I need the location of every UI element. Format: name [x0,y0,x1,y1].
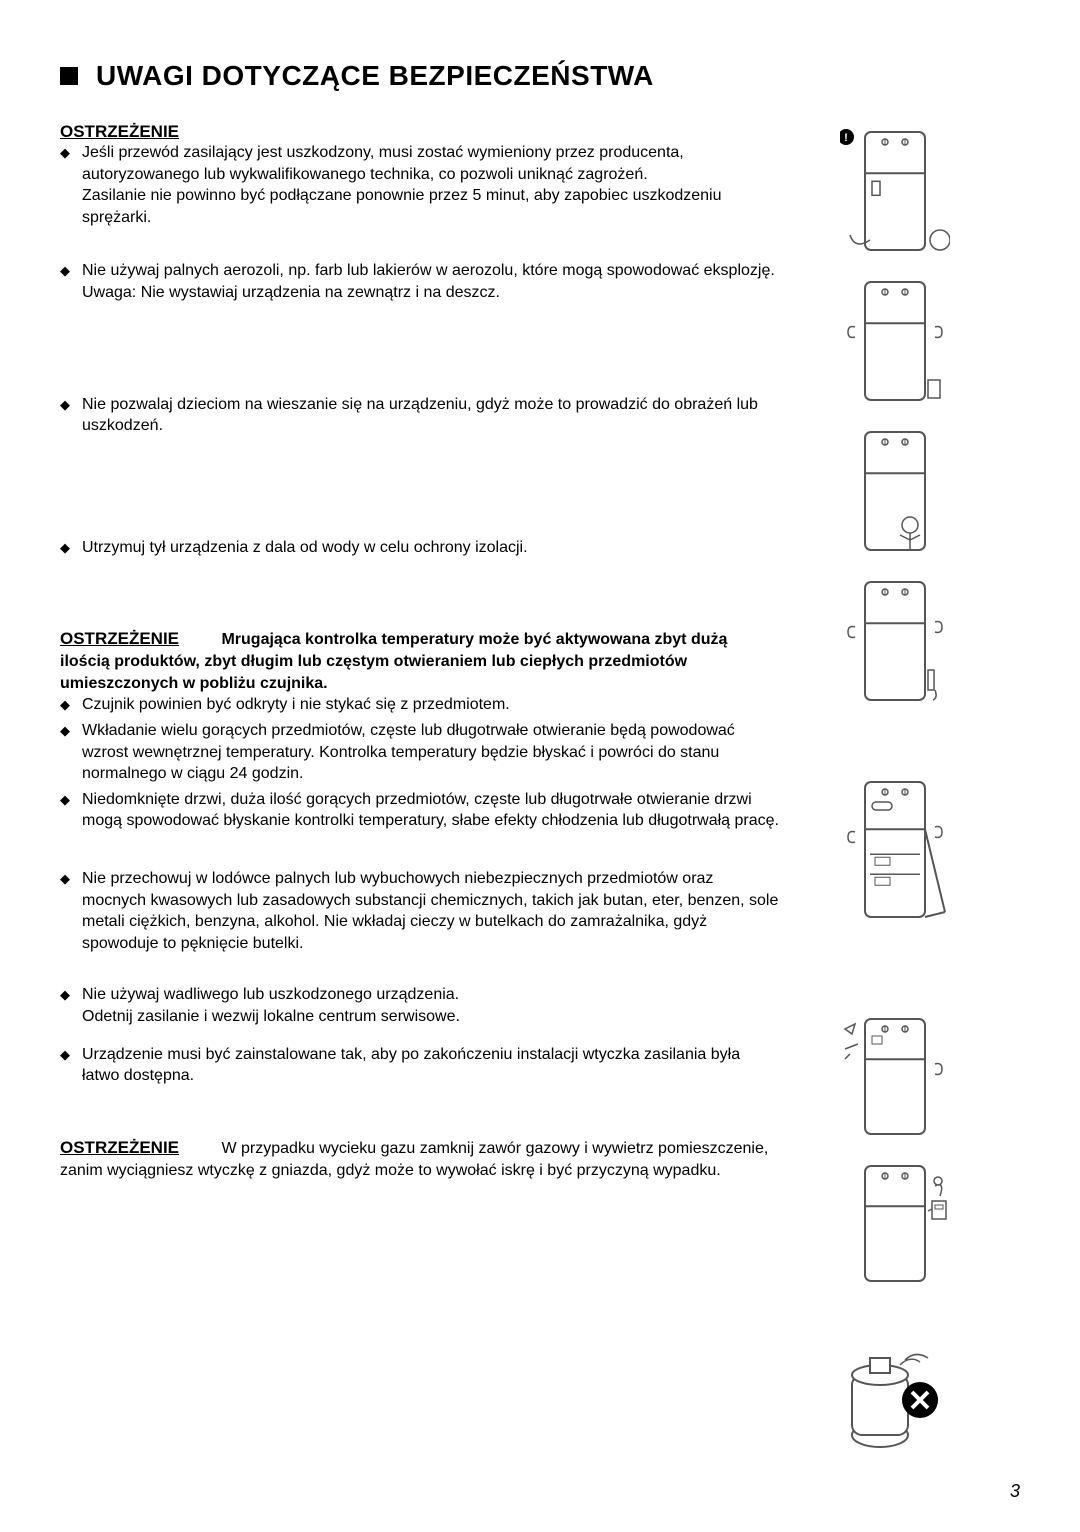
list-item: Urządzenie musi być zainstalowane tak, a… [82,1044,780,1087]
svg-text:!: ! [844,132,848,144]
bullet-list: Czujnik powinien być odkryty i nie styka… [60,694,780,832]
bullet-list: Nie używaj wadliwego lub uszkodzonego ur… [60,984,780,1086]
warning-label: OSTRZEŻENIE [60,1138,179,1157]
fridge-service-icon [800,1161,990,1286]
fridge-child-icon [800,427,990,555]
title-row: UWAGI DOTYCZĄCE BEZPIECZEŃSTWA [60,60,1020,92]
gas-leak-icon [800,1350,990,1450]
page-number: 3 [1010,1481,1020,1502]
fridge-chemical-icon [800,1014,990,1139]
content-wrapper: OSTRZEŻENIE Jeśli przewód zasilający jes… [60,122,1020,1450]
bullet-list-1: Jeśli przewód zasilający jest uszkodzony… [60,142,780,228]
warning-section-3: OSTRZEŻENIE W przypadku wycieku gazu zam… [60,1137,780,1182]
fridge-spray-icon [800,277,990,405]
list-item: Niedomknięte drzwi, duża ilość gorących … [82,789,780,832]
list-item: Czujnik powinien być odkryty i nie styka… [82,694,780,716]
list-item: Utrzymuj tył urządzenia z dala od wody w… [82,537,780,559]
fridge-open-icon [800,777,990,922]
block: Nie używaj palnych aerozoli, np. farb lu… [60,260,780,303]
list-item: Jeśli przewód zasilający jest uszkodzony… [82,142,780,228]
warning-section-1: OSTRZEŻENIE Jeśli przewód zasilający jes… [60,122,780,228]
block: Nie przechowuj w lodówce palnych lub wyb… [60,868,780,954]
list-item: Nie pozwalaj dzieciom na wieszanie się n… [82,394,780,437]
image-column: ! [800,122,990,1450]
list-item: Nie używaj wadliwego lub uszkodzonego ur… [82,984,780,1027]
bullet-list: Nie pozwalaj dzieciom na wieszanie się n… [60,394,780,437]
page-title: UWAGI DOTYCZĄCE BEZPIECZEŃSTWA [96,60,654,92]
bullet-list: Nie używaj palnych aerozoli, np. farb lu… [60,260,780,303]
fridge-water-icon [800,577,990,705]
block: Nie pozwalaj dzieciom na wieszanie się n… [60,394,780,437]
list-item: Nie używaj palnych aerozoli, np. farb lu… [82,260,780,303]
bullet-list: Utrzymuj tył urządzenia z dala od wody w… [60,537,780,559]
warning-paragraph: OSTRZEŻENIE W przypadku wycieku gazu zam… [60,1137,780,1182]
block: Nie używaj wadliwego lub uszkodzonego ur… [60,984,780,1086]
list-item: Wkładanie wielu gorących przedmiotów, cz… [82,720,780,785]
bullet-list: Nie przechowuj w lodówce palnych lub wyb… [60,868,780,954]
warning-label: OSTRZEŻENIE [60,629,179,648]
title-bullet-icon [60,67,78,85]
fridge-cord-icon: ! [800,127,990,255]
warning-paragraph: OSTRZEŻENIE Mrugająca kontrolka temperat… [60,628,780,694]
block: Utrzymuj tył urządzenia z dala od wody w… [60,537,780,559]
list-item: Nie przechowuj w lodówce palnych lub wyb… [82,868,780,954]
warning-section-2: OSTRZEŻENIE Mrugająca kontrolka temperat… [60,628,780,832]
text-column: OSTRZEŻENIE Jeśli przewód zasilający jes… [60,122,780,1450]
warning-label: OSTRZEŻENIE [60,122,780,142]
